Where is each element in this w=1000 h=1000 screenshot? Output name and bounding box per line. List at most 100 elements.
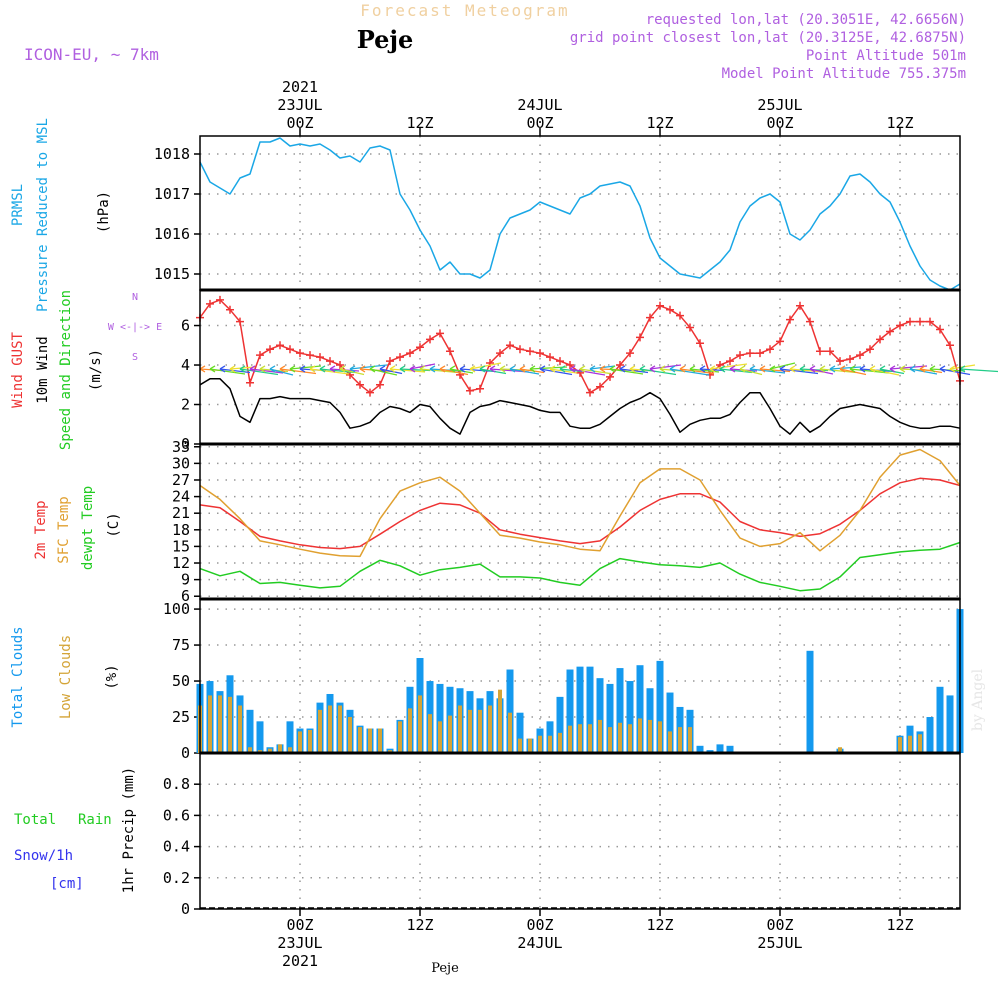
wind-arrowhead [559,365,566,373]
wind-arrow [379,368,403,375]
wind-arrowhead [789,365,796,373]
wind-arrowhead [379,365,386,373]
wind-arrow [959,368,999,373]
wind-arrowhead [569,365,576,373]
wind-arrow [669,368,710,376]
wind-arrowhead [609,365,616,373]
bottom-tick-hour: 00Z [766,916,793,934]
wind-arrow [239,368,279,376]
gust-marker [516,345,524,354]
gust-marker [506,341,514,350]
gust-marker [756,349,764,358]
wind-speed-line [199,378,961,435]
y-tick-label: 1015 [154,265,190,283]
low-cloud-bar [328,705,332,753]
total-cloud-bar [606,683,614,753]
pressure-panel: 1015 1016 1017 1018 [154,136,961,291]
low-cloud-bar [248,747,252,753]
wind-arrow [349,364,388,370]
gust-marker [476,384,484,393]
wind-arrowhead [799,365,806,373]
low-cloud-bar [578,724,582,753]
low-cloud-bar [648,719,652,753]
total-cloud-bar [936,686,944,753]
wind-arrowhead [229,365,236,373]
wind-arrow [279,368,317,375]
total-cloud-bar [656,660,664,753]
low-cloud-bar [498,689,502,753]
wind-unit: (m/s) [88,349,104,391]
bottom-tick-date: 23JUL [277,934,322,952]
watermark: by Angel [970,668,986,731]
low-cloud-bar [688,727,692,753]
y-tick-label: 1016 [154,225,190,243]
gust-marker [846,355,854,364]
wind-arrowhead [699,365,706,373]
low-cloud-bar [528,738,532,753]
gust-marker [936,325,944,334]
gust-line [199,299,961,394]
bottom-tick-year: 2021 [282,952,318,970]
wind-arrow [739,368,763,376]
y-tick-label: 75 [172,636,190,654]
wind-arrowhead [589,365,596,373]
gust-marker [466,386,474,395]
top-tick-hour: 00Z [286,114,313,132]
gust-marker [856,351,864,360]
wind-arrowhead [749,365,756,373]
wind-arrowhead [199,365,206,373]
bottom-tick-date: 25JUL [757,934,802,952]
gust-marker [316,353,324,362]
wind-arrowhead [269,365,276,373]
wind-arrow [789,368,824,373]
low-cloud-bar [898,737,902,753]
wind-arrowhead [909,365,916,373]
wind-arrow [889,365,928,370]
wind-arrowhead [349,365,356,373]
low-cloud-bar [508,712,512,753]
wind-arrow [529,366,568,370]
wind-arrowhead [729,365,736,373]
temp2m-label: 2m Temp [33,500,49,559]
top-tick-hour: 12Z [886,114,913,132]
y-tick-label: 18 [172,521,190,539]
wind-arrowhead [849,365,856,373]
top-tick-hour: 00Z [766,114,793,132]
low-cloud-bar [448,715,452,753]
wind-arrowhead [449,365,456,373]
prmsl-label: PRMSL [10,184,26,226]
gust-label: Wind GUST [10,332,26,408]
low-cloud-bar [438,721,442,753]
gust-marker [736,351,744,360]
precip-frame [199,752,961,910]
wind-arrowhead [719,365,726,373]
gust-marker [296,349,304,358]
low-cloud-bar [348,717,352,753]
total-cloud-bar [246,709,254,753]
wind-arrowhead [279,365,286,373]
wind-arrowhead [509,365,516,373]
gust-marker [686,323,694,332]
y-tick-label: 0.2 [163,869,190,887]
compass-s: S [132,352,138,363]
wind-arrow [269,368,294,376]
clouds-panel: 0 25 50 75 100 [163,599,964,762]
total-cloud-bar [596,678,604,753]
wind-arrow [769,362,796,370]
gust-marker [876,335,884,344]
low-cloud-bar [468,709,472,753]
y-tick-label: 27 [172,471,190,489]
wind-arrow [649,364,682,370]
gust-marker [926,317,934,326]
wind-arrow [719,368,753,374]
gust-marker [216,295,224,304]
wind-arrow [639,368,677,376]
prmsl-long-label: Pressure Reduced to MSL [35,118,51,312]
y-tick-label: 33 [172,438,190,456]
y-tick-label: 50 [172,672,190,690]
wind-arrowhead [429,365,436,373]
wind-arrowhead [549,365,556,373]
wind-arrowhead [519,365,526,373]
y-tick-label: 0 [181,435,190,453]
y-tick-label: 15 [172,537,190,555]
